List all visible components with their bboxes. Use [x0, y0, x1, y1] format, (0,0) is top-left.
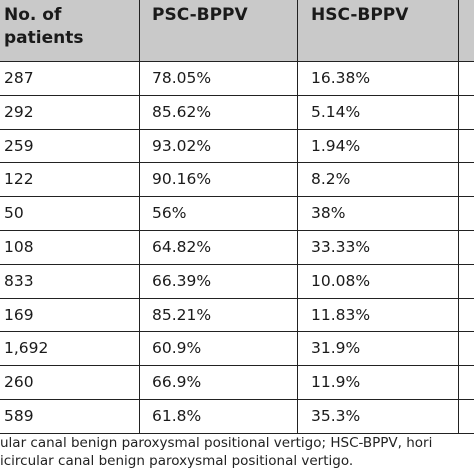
cell-hsc: 11.9%	[311, 373, 361, 392]
footnote-line-2: icircular canal benign paroxysmal positi…	[0, 453, 354, 469]
row-divider	[0, 365, 474, 366]
cell-psc: 85.21%	[152, 305, 212, 324]
row-divider	[0, 264, 474, 265]
row-divider	[0, 196, 474, 197]
row-divider	[0, 61, 474, 62]
cell-hsc: 1.94%	[311, 136, 361, 155]
cell-patients: 833	[4, 271, 34, 290]
cell-patients: 169	[4, 305, 34, 324]
cell-patients: 108	[4, 238, 34, 256]
cell-patients: 1,692	[4, 339, 49, 358]
cell-hsc: 11.83%	[311, 305, 371, 324]
cell-hsc: 38%	[311, 204, 346, 223]
row-divider	[0, 162, 474, 163]
cell-patients: 259	[4, 136, 34, 155]
cell-patients: 50	[4, 204, 24, 223]
cell-patients: 260	[4, 373, 34, 392]
header-patients: No. of patients	[4, 4, 134, 65]
cell-psc: 85.62%	[152, 102, 212, 121]
row-divider	[0, 129, 474, 130]
cell-hsc: 31.9%	[311, 339, 361, 358]
cell-patients: 292	[4, 102, 34, 121]
cell-hsc: 35.3%	[311, 407, 361, 425]
header-psc-bppv: PSC-BPPV	[152, 4, 292, 65]
cell-psc: 56%	[152, 204, 187, 223]
row-divider	[0, 331, 474, 332]
row-divider	[0, 399, 474, 400]
cell-patients: 287	[4, 69, 34, 87]
cell-psc: 90.16%	[152, 170, 212, 189]
cell-patients: 122	[4, 170, 34, 189]
column-divider	[458, 0, 459, 433]
cell-patients: 589	[4, 407, 34, 425]
header-patients-label: No. of patients	[4, 5, 84, 48]
column-divider	[139, 0, 140, 433]
cell-hsc: 16.38%	[311, 69, 371, 87]
cell-hsc: 33.33%	[311, 238, 371, 256]
header-hsc-bppv: HSC-BPPV	[311, 4, 451, 65]
cell-psc: 78.05%	[152, 69, 212, 87]
table-footnote: ular canal benign paroxysmal positional …	[0, 434, 474, 470]
footnote-line-1: ular canal benign paroxysmal positional …	[0, 435, 433, 451]
cell-hsc: 5.14%	[311, 102, 361, 121]
row-divider	[0, 298, 474, 299]
cell-hsc: 8.2%	[311, 170, 351, 189]
column-divider	[297, 0, 298, 433]
cell-psc: 61.8%	[152, 407, 202, 425]
cell-psc: 60.9%	[152, 339, 202, 358]
header-psc-label: PSC-BPPV	[152, 5, 248, 25]
cell-hsc: 10.08%	[311, 271, 371, 290]
cell-psc: 66.39%	[152, 271, 212, 290]
row-divider	[0, 95, 474, 96]
table-bottom-border	[0, 433, 474, 434]
table-header: No. of patients PSC-BPPV HSC-BPPV	[0, 0, 474, 61]
cell-psc: 93.02%	[152, 136, 212, 155]
cell-psc: 64.82%	[152, 238, 212, 256]
row-divider	[0, 230, 474, 231]
cell-psc: 66.9%	[152, 373, 202, 392]
header-hsc-label: HSC-BPPV	[311, 5, 409, 25]
